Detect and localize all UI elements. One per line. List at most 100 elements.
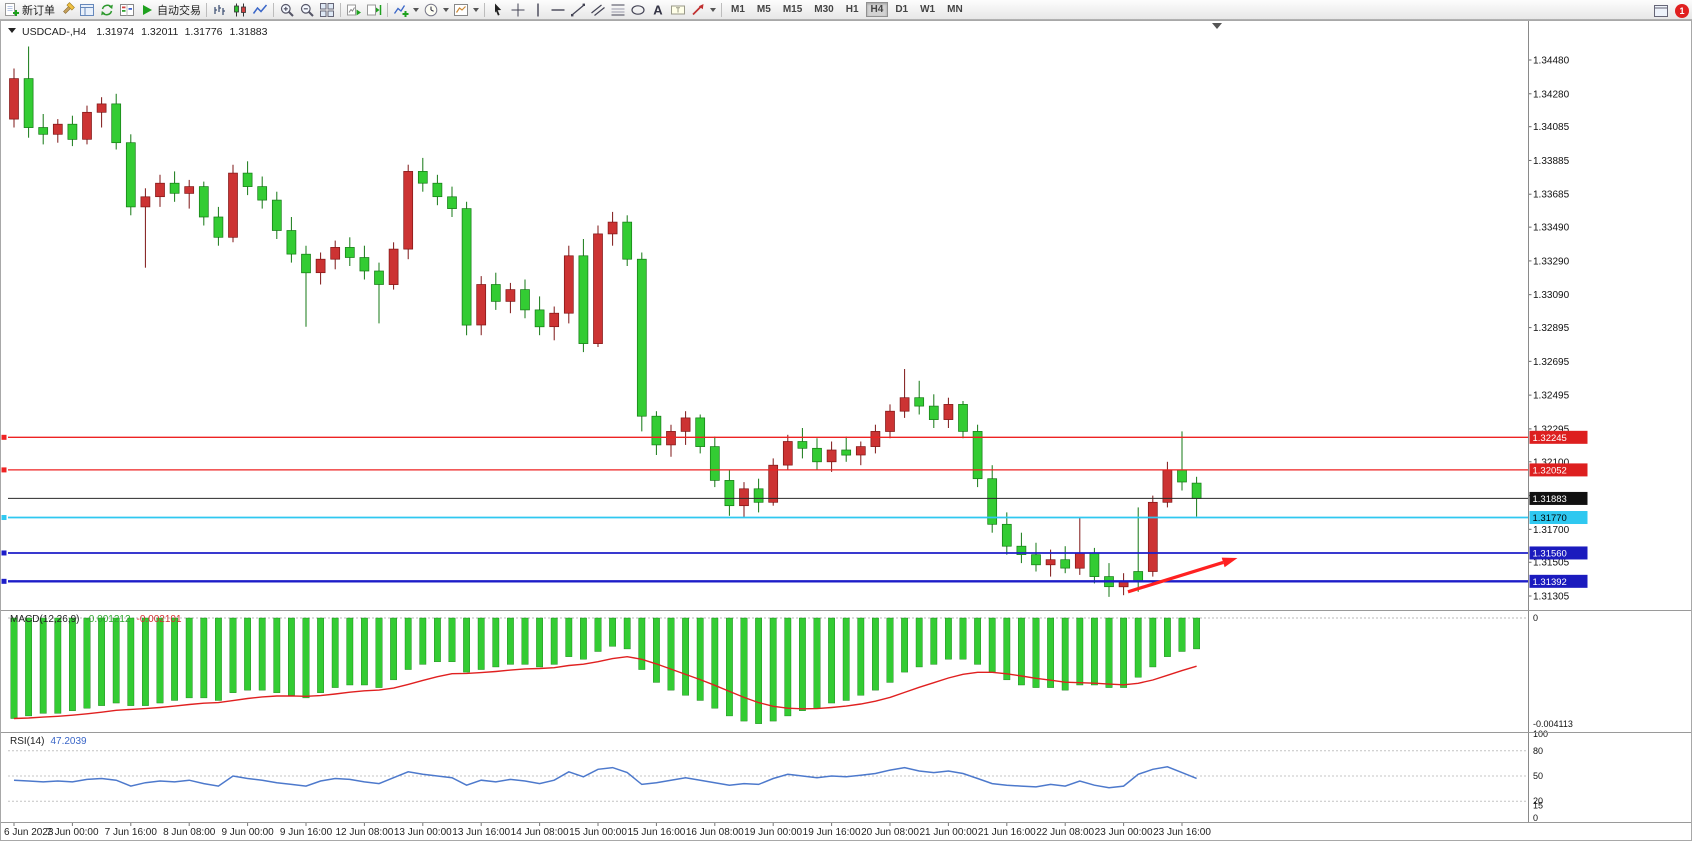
chart-canvas[interactable]: 1.34480 1.34280 1.34085 1.33885 1.33685 1.334… (0, 20, 1692, 841)
candle (213, 206, 224, 246)
chart-symbol-period: USDCAD-,H4 (22, 26, 86, 38)
macd-bar (711, 617, 719, 709)
zoom-in-button[interactable] (277, 1, 297, 19)
candle (841, 436, 852, 462)
time-axis-label: 9 Jun 16:00 (280, 827, 333, 838)
tf-d1[interactable]: D1 (895, 4, 909, 15)
time-axis-label: 15 Jun 16:00 (627, 827, 685, 838)
new-window-button[interactable] (1651, 2, 1671, 20)
chart-shift-marker-icon[interactable] (1212, 23, 1222, 29)
candle (826, 441, 837, 472)
hline-handle[interactable] (1, 434, 7, 440)
vertical-line-button[interactable] (528, 1, 548, 19)
tf-m5[interactable]: M5 (756, 4, 771, 15)
price-tag-label: 1.31392 (1533, 577, 1567, 588)
trend-arrow-object[interactable] (1127, 557, 1238, 594)
price-axis-label: 1.34280 (1533, 89, 1570, 100)
market-watch-button[interactable] (117, 1, 137, 19)
ohlc-close: 1.31883 (230, 26, 268, 38)
candle (9, 68, 19, 128)
macd-bar (68, 617, 76, 711)
macd-bar (726, 617, 733, 717)
candle (344, 237, 355, 266)
hline-handle[interactable] (1, 467, 7, 473)
tf-m30[interactable]: M30 (814, 4, 834, 15)
macd-bar (214, 617, 222, 701)
hline-icon (551, 8, 565, 11)
price-tag (1529, 491, 1588, 505)
hline-handle[interactable] (1, 550, 7, 556)
price-axis-label: 1.33885 (1533, 156, 1570, 167)
periods-button[interactable] (421, 1, 451, 19)
text-button[interactable]: A (648, 1, 668, 19)
autotrading-button[interactable]: 自动交易 (137, 1, 203, 19)
macd-bar (609, 617, 617, 647)
label-button[interactable]: T (668, 1, 688, 19)
tf-h4[interactable]: H4 (865, 2, 889, 17)
toolbar: 新订单 自动交易 A T M1 M5 M15 M30 H1 H4 D1 W1 MN (0, 0, 1692, 20)
metaeditor-button[interactable] (57, 1, 77, 19)
time-axis-label: 23 Jun 00:00 (1095, 827, 1153, 838)
refresh-icon (101, 4, 113, 15)
new-order-button[interactable]: 新订单 (2, 1, 57, 19)
bar-chart-button[interactable] (210, 1, 230, 19)
macd-bar (1003, 617, 1011, 681)
tf-w1[interactable]: W1 (920, 4, 936, 15)
price-axis-label: 1.32100 (1533, 457, 1570, 468)
hline-handle[interactable] (1, 578, 7, 584)
macd-bar (1149, 617, 1157, 668)
auto-scroll-button[interactable] (344, 1, 364, 19)
arrows-button[interactable] (688, 1, 718, 19)
candle (578, 239, 589, 353)
time-axis-label: 15 Jun 00:00 (569, 827, 627, 838)
symbol-dropdown-icon[interactable] (8, 28, 16, 33)
refresh-button[interactable] (97, 1, 117, 19)
candle (797, 428, 808, 459)
notification-badge[interactable]: 1 (1675, 4, 1689, 18)
cursor-button[interactable] (488, 1, 508, 19)
price-tag-label: 1.32052 (1533, 465, 1567, 476)
macd-bar (988, 617, 996, 673)
channel-button[interactable] (588, 1, 608, 19)
tf-m15[interactable]: M15 (782, 4, 803, 15)
trend-icon (571, 3, 585, 16)
fibonacci-button[interactable] (608, 1, 628, 19)
zoom-out-button[interactable] (297, 1, 317, 19)
candle (855, 441, 866, 466)
candle-chart-button[interactable] (230, 1, 250, 19)
macd-bar (258, 617, 266, 691)
macd-bar (959, 617, 967, 660)
chart-shift-button[interactable] (364, 1, 384, 19)
indicators-button[interactable] (391, 1, 421, 19)
candle (359, 245, 370, 280)
candle (885, 404, 895, 439)
macd-bar (361, 617, 368, 686)
candle (388, 242, 399, 290)
macd-bar (755, 617, 763, 724)
horizontal-line-button[interactable] (548, 1, 568, 19)
tf-mn[interactable]: MN (947, 4, 963, 15)
templates-button[interactable] (451, 1, 481, 19)
candle (111, 93, 122, 150)
macd-bar (317, 617, 324, 693)
price-axis-label: 1.33685 (1533, 190, 1570, 201)
line-chart-button[interactable] (250, 1, 270, 19)
macd-bar (915, 617, 923, 668)
macd-bar (1163, 617, 1171, 657)
crosshair-button[interactable] (508, 1, 528, 19)
candles-layer (9, 46, 1202, 597)
trendline-button[interactable] (568, 1, 588, 19)
profiles-button[interactable] (77, 1, 97, 19)
tf-h1[interactable]: H1 (845, 4, 859, 15)
shapes-button[interactable] (628, 1, 648, 19)
tile-windows-button[interactable] (317, 1, 337, 19)
tf-m1[interactable]: M1 (731, 4, 745, 15)
time-axis-label: 19 Jun 00:00 (744, 827, 802, 838)
candle (782, 434, 793, 471)
macd-bar (200, 617, 208, 699)
macd-bar (448, 617, 456, 663)
candle (82, 105, 92, 145)
macd-bar (974, 617, 982, 665)
hline-handle[interactable] (1, 515, 7, 521)
